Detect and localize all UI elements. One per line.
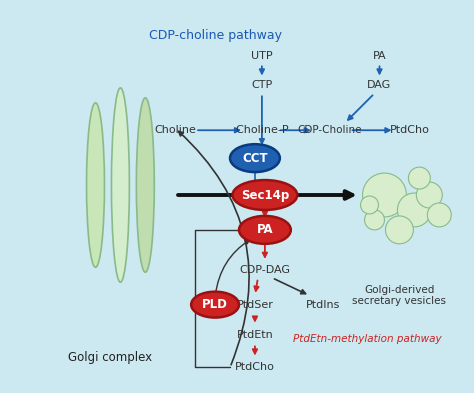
Circle shape [397, 193, 431, 227]
Text: PtdCho: PtdCho [390, 125, 429, 135]
Text: CCT: CCT [242, 152, 268, 165]
Circle shape [416, 182, 442, 208]
FancyArrowPatch shape [195, 228, 251, 367]
Circle shape [385, 216, 413, 244]
Text: PtdEtn: PtdEtn [237, 329, 273, 340]
Text: PtdCho: PtdCho [235, 362, 275, 373]
Ellipse shape [239, 216, 291, 244]
Text: Choline: Choline [154, 125, 196, 135]
Text: PA: PA [256, 223, 273, 236]
Ellipse shape [230, 144, 280, 172]
Circle shape [365, 210, 384, 230]
Ellipse shape [191, 292, 239, 318]
Text: PtdSer: PtdSer [237, 299, 273, 310]
Text: CTP: CTP [251, 81, 273, 90]
Text: PtdEtn-methylation pathway: PtdEtn-methylation pathway [293, 334, 442, 345]
Text: Golgi-derived
secretary vesicles: Golgi-derived secretary vesicles [353, 285, 447, 306]
Circle shape [361, 196, 379, 214]
Text: Sec14p: Sec14p [241, 189, 289, 202]
Text: CDP-DAG: CDP-DAG [239, 265, 291, 275]
Text: DAG: DAG [367, 81, 392, 90]
Text: CDP-choline pathway: CDP-choline pathway [148, 29, 282, 42]
Text: Golgi complex: Golgi complex [68, 351, 153, 364]
Circle shape [428, 203, 451, 227]
Text: PLD: PLD [202, 298, 228, 311]
Circle shape [363, 173, 406, 217]
Ellipse shape [87, 103, 104, 267]
Text: Choline-​P: Choline-​P [236, 125, 288, 135]
Circle shape [409, 167, 430, 189]
Text: PA: PA [373, 50, 386, 61]
Ellipse shape [233, 180, 297, 210]
Text: CDP-Choline: CDP-Choline [297, 125, 362, 135]
Text: PtdIns: PtdIns [306, 299, 340, 310]
Ellipse shape [111, 88, 129, 282]
Ellipse shape [137, 98, 155, 272]
Text: UTP: UTP [251, 50, 273, 61]
